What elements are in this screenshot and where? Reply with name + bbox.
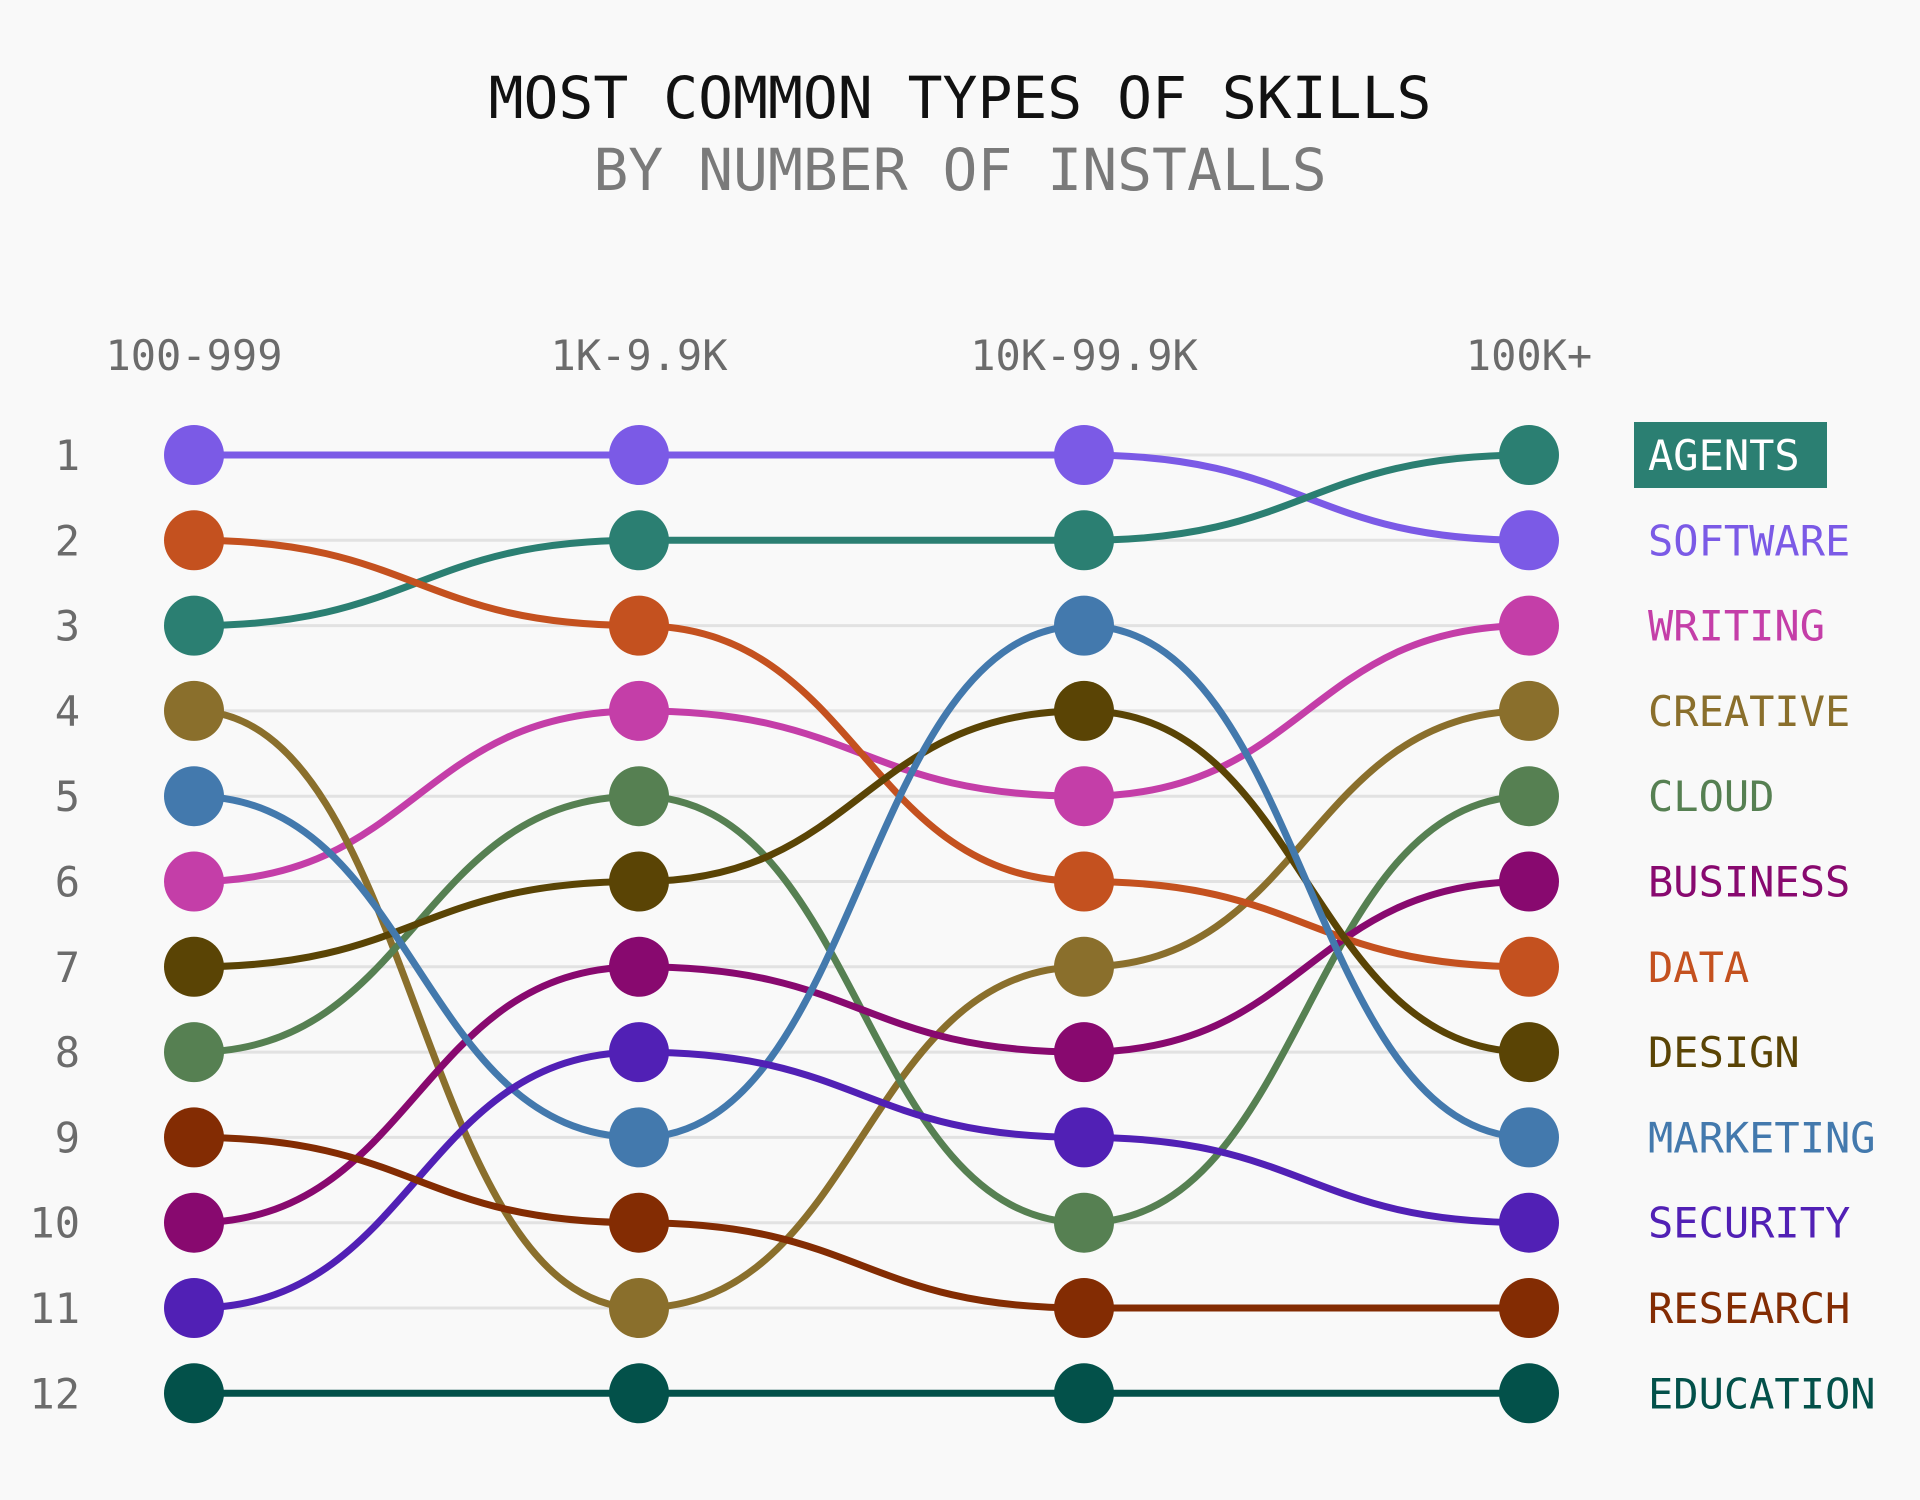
point-research-10k-99-9k <box>1054 1278 1114 1338</box>
rank-label-2: 2 <box>55 516 80 565</box>
point-security-1k-9-9k <box>609 1022 669 1083</box>
point-agents-1k-9-9k <box>609 510 669 571</box>
series-line-design <box>190 707 1533 1056</box>
point-creative-100k <box>1499 680 1559 741</box>
point-agents-100k <box>1499 425 1559 485</box>
rank-label-1: 1 <box>55 431 80 480</box>
point-marketing-100k <box>1499 1107 1559 1168</box>
point-agents-10k-99-9k <box>1054 510 1114 571</box>
point-marketing-1k-9-9k <box>609 1107 669 1168</box>
rank-label-12: 12 <box>29 1369 80 1418</box>
point-creative-10k-99-9k <box>1054 936 1114 997</box>
series-points <box>164 425 1559 1424</box>
rank-label-6: 6 <box>55 858 80 907</box>
series-label-creative: CREATIVE <box>1648 687 1850 736</box>
series-label-writing: WRITING <box>1648 602 1825 651</box>
series-line-business <box>190 878 1533 1227</box>
point-software-10k-99-9k <box>1054 425 1114 485</box>
column-header-100k: 100K+ <box>1466 331 1592 380</box>
point-software-100-999 <box>164 425 224 485</box>
point-data-10k-99-9k <box>1054 851 1114 912</box>
point-education-100k <box>1499 1363 1559 1424</box>
point-business-100k <box>1499 851 1559 912</box>
point-research-1k-9-9k <box>609 1192 669 1253</box>
series-label-security: SECURITY <box>1648 1199 1850 1248</box>
point-cloud-1k-9-9k <box>609 766 669 827</box>
point-cloud-100k <box>1499 766 1559 827</box>
series-lines <box>190 451 1533 1397</box>
point-writing-1k-9-9k <box>609 680 669 741</box>
point-research-100-999 <box>164 1107 224 1168</box>
series-label-software: SOFTWARE <box>1648 516 1850 565</box>
point-education-1k-9-9k <box>609 1363 669 1424</box>
point-design-100k <box>1499 1022 1559 1083</box>
point-design-100-999 <box>164 936 224 997</box>
rank-label-8: 8 <box>55 1028 80 1077</box>
point-writing-100k <box>1499 595 1559 656</box>
highlight-box-agents <box>1634 422 1827 488</box>
rank-label-11: 11 <box>29 1284 80 1333</box>
point-data-100k <box>1499 936 1559 997</box>
point-security-100-999 <box>164 1278 224 1338</box>
series-label-business: BUSINESS <box>1648 858 1850 907</box>
point-writing-10k-99-9k <box>1054 766 1114 827</box>
point-business-100-999 <box>164 1192 224 1253</box>
rank-label-5: 5 <box>55 772 80 821</box>
point-security-100k <box>1499 1192 1559 1253</box>
point-agents-100-999 <box>164 595 224 656</box>
column-header-1k-9-9k: 1K-9.9K <box>550 331 728 380</box>
point-education-10k-99-9k <box>1054 1363 1114 1424</box>
series-line-security <box>190 1048 1533 1312</box>
point-design-1k-9-9k <box>609 851 669 912</box>
series-labels: SOFTWARE AGENTS WRITING CREATIVE CLOUD BUSINE… <box>1634 422 1876 1418</box>
series-line-data <box>190 536 1533 971</box>
point-business-10k-99-9k <box>1054 1022 1114 1083</box>
point-business-1k-9-9k <box>609 936 669 997</box>
point-security-10k-99-9k <box>1054 1107 1114 1168</box>
point-creative-100-999 <box>164 680 224 741</box>
rank-label-9: 9 <box>55 1113 80 1162</box>
series-line-cloud <box>190 792 1533 1227</box>
rank-label-3: 3 <box>55 602 80 651</box>
chart-subtitle: BY NUMBER OF INSTALLS <box>593 136 1326 204</box>
point-data-100-999 <box>164 510 224 571</box>
column-header-10k-99-9k: 10K-99.9K <box>970 331 1198 380</box>
point-software-1k-9-9k <box>609 425 669 485</box>
point-marketing-100-999 <box>164 766 224 827</box>
point-education-100-999 <box>164 1363 224 1424</box>
series-label-design: DESIGN <box>1648 1028 1800 1077</box>
rank-label-10: 10 <box>29 1199 80 1248</box>
chart-title: MOST COMMON TYPES OF SKILLS <box>489 64 1432 132</box>
series-label-data: DATA <box>1648 943 1749 992</box>
point-data-1k-9-9k <box>609 595 669 656</box>
column-header-100-999: 100-999 <box>105 331 282 380</box>
series-line-software <box>190 451 1533 544</box>
series-label-education: EDUCATION <box>1648 1369 1876 1418</box>
rank-label-4: 4 <box>55 687 80 736</box>
column-headers: 100-999 1K-9.9K 10K-99.9K 100K+ <box>105 331 1592 380</box>
rank-label-7: 7 <box>55 943 80 992</box>
point-research-100k <box>1499 1278 1559 1338</box>
series-label-agents: AGENTS <box>1648 431 1800 480</box>
point-design-10k-99-9k <box>1054 680 1114 741</box>
point-software-100k <box>1499 510 1559 571</box>
point-cloud-10k-99-9k <box>1054 1192 1114 1253</box>
point-cloud-100-999 <box>164 1022 224 1083</box>
point-creative-1k-9-9k <box>609 1278 669 1338</box>
point-writing-100-999 <box>164 851 224 912</box>
series-line-research <box>190 1133 1533 1312</box>
series-line-marketing <box>190 622 1533 1141</box>
series-label-research: RESEARCH <box>1648 1284 1850 1333</box>
series-label-marketing: MARKETING <box>1648 1113 1876 1162</box>
point-marketing-10k-99-9k <box>1054 595 1114 656</box>
series-label-cloud: CLOUD <box>1648 772 1774 821</box>
